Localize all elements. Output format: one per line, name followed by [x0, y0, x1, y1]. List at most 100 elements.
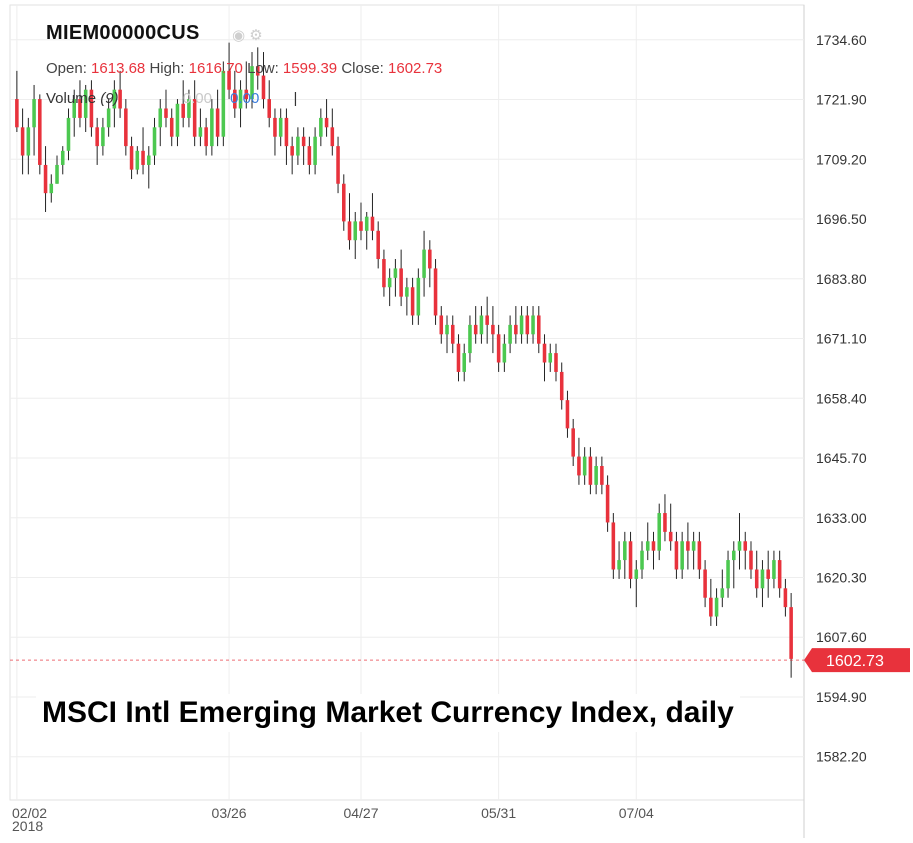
candle-body	[370, 216, 375, 231]
open-value: 1613.68	[91, 60, 146, 77]
candle-body	[135, 150, 140, 170]
candle-up	[106, 99, 111, 137]
candle-body	[491, 324, 495, 335]
volume-value-faded: 0.00	[182, 90, 212, 107]
candle-body	[428, 249, 432, 269]
candle-body	[531, 315, 535, 335]
candle-up	[462, 343, 466, 382]
candle-up	[387, 268, 392, 307]
candle-body	[284, 117, 289, 147]
candle-body	[582, 456, 587, 476]
candle-up	[112, 80, 117, 128]
candle-body	[777, 560, 782, 589]
candle-up	[364, 211, 369, 250]
candle-body	[221, 70, 226, 137]
candle-up	[645, 522, 650, 561]
candle-down	[611, 513, 616, 579]
candle-body	[479, 315, 484, 335]
candle-body	[141, 150, 145, 165]
candle-body	[496, 334, 501, 363]
candle-body	[26, 127, 31, 156]
candle-body	[680, 541, 684, 570]
candle-down	[559, 362, 564, 410]
candle-down	[428, 240, 432, 288]
close-value: 1602.73	[388, 60, 443, 77]
close-label: Close:	[341, 60, 384, 77]
candle-down	[227, 42, 231, 100]
candle-up	[634, 560, 639, 608]
candle-body	[726, 560, 730, 589]
candle-up	[416, 268, 421, 325]
candle-down	[370, 193, 375, 241]
candle-down	[686, 522, 690, 570]
candle-body	[273, 117, 277, 137]
candle-down	[290, 136, 294, 175]
candle-up	[531, 306, 535, 344]
volume-separator: |	[293, 90, 298, 107]
candle-body	[760, 569, 765, 589]
candle-up	[55, 155, 59, 184]
candle-up	[101, 117, 105, 156]
candle-body	[617, 560, 621, 570]
candle-down	[600, 456, 604, 495]
ticker-controls[interactable]: ◉ ⚙	[232, 26, 263, 44]
candle-down	[347, 193, 352, 250]
candle-body	[15, 99, 19, 128]
candle-body	[158, 108, 163, 128]
candle-body	[588, 456, 593, 485]
candle-body	[38, 99, 42, 165]
candle-body	[594, 466, 598, 485]
candle-down	[215, 89, 220, 147]
candle-down	[399, 249, 403, 307]
candle-body	[663, 513, 667, 532]
candle-up	[49, 174, 54, 203]
volume-period: (9)	[100, 90, 119, 107]
candle-body	[519, 315, 524, 335]
candle-down	[485, 296, 489, 344]
candle-down	[554, 343, 558, 382]
candle-up	[319, 108, 323, 147]
candle-body	[342, 183, 346, 222]
candle-up	[772, 550, 776, 589]
candle-body	[714, 597, 719, 617]
candle-up	[737, 513, 742, 570]
candle-up	[657, 503, 661, 561]
candle-down	[703, 560, 707, 608]
open-label: Open:	[46, 60, 87, 77]
candle-body	[405, 287, 409, 297]
candle-body	[571, 428, 575, 457]
candle-body	[296, 136, 300, 156]
candle-body	[651, 541, 656, 551]
candle-down	[164, 89, 168, 128]
candle-body	[382, 259, 386, 288]
candle-down	[674, 531, 679, 579]
candle-up	[393, 259, 398, 297]
candle-body	[233, 89, 237, 109]
gear-icon[interactable]: ⚙	[249, 27, 263, 44]
candle-body	[330, 127, 335, 147]
candle-body	[548, 353, 553, 363]
candle-up	[296, 127, 300, 165]
candle-body	[227, 70, 231, 90]
candle-body	[640, 550, 644, 570]
candle-down	[267, 80, 271, 128]
candle-up	[640, 541, 644, 579]
y-tick-label: 1620.30	[816, 569, 867, 585]
candle-down	[525, 306, 530, 344]
candle-body	[462, 353, 466, 372]
candle-body	[364, 216, 369, 231]
candle-body	[473, 324, 478, 335]
candle-body	[703, 569, 707, 598]
candle-body	[215, 108, 220, 137]
candle-down	[382, 249, 386, 297]
volume-value: 0.00	[230, 90, 260, 107]
candle-down	[38, 94, 42, 175]
candle-body	[674, 541, 679, 570]
candle-down	[433, 259, 438, 325]
low-label: Low:	[247, 60, 279, 77]
eye-icon[interactable]: ◉	[232, 27, 246, 44]
candle-body	[112, 89, 117, 109]
candle-body	[668, 531, 673, 542]
candle-body	[278, 117, 283, 137]
